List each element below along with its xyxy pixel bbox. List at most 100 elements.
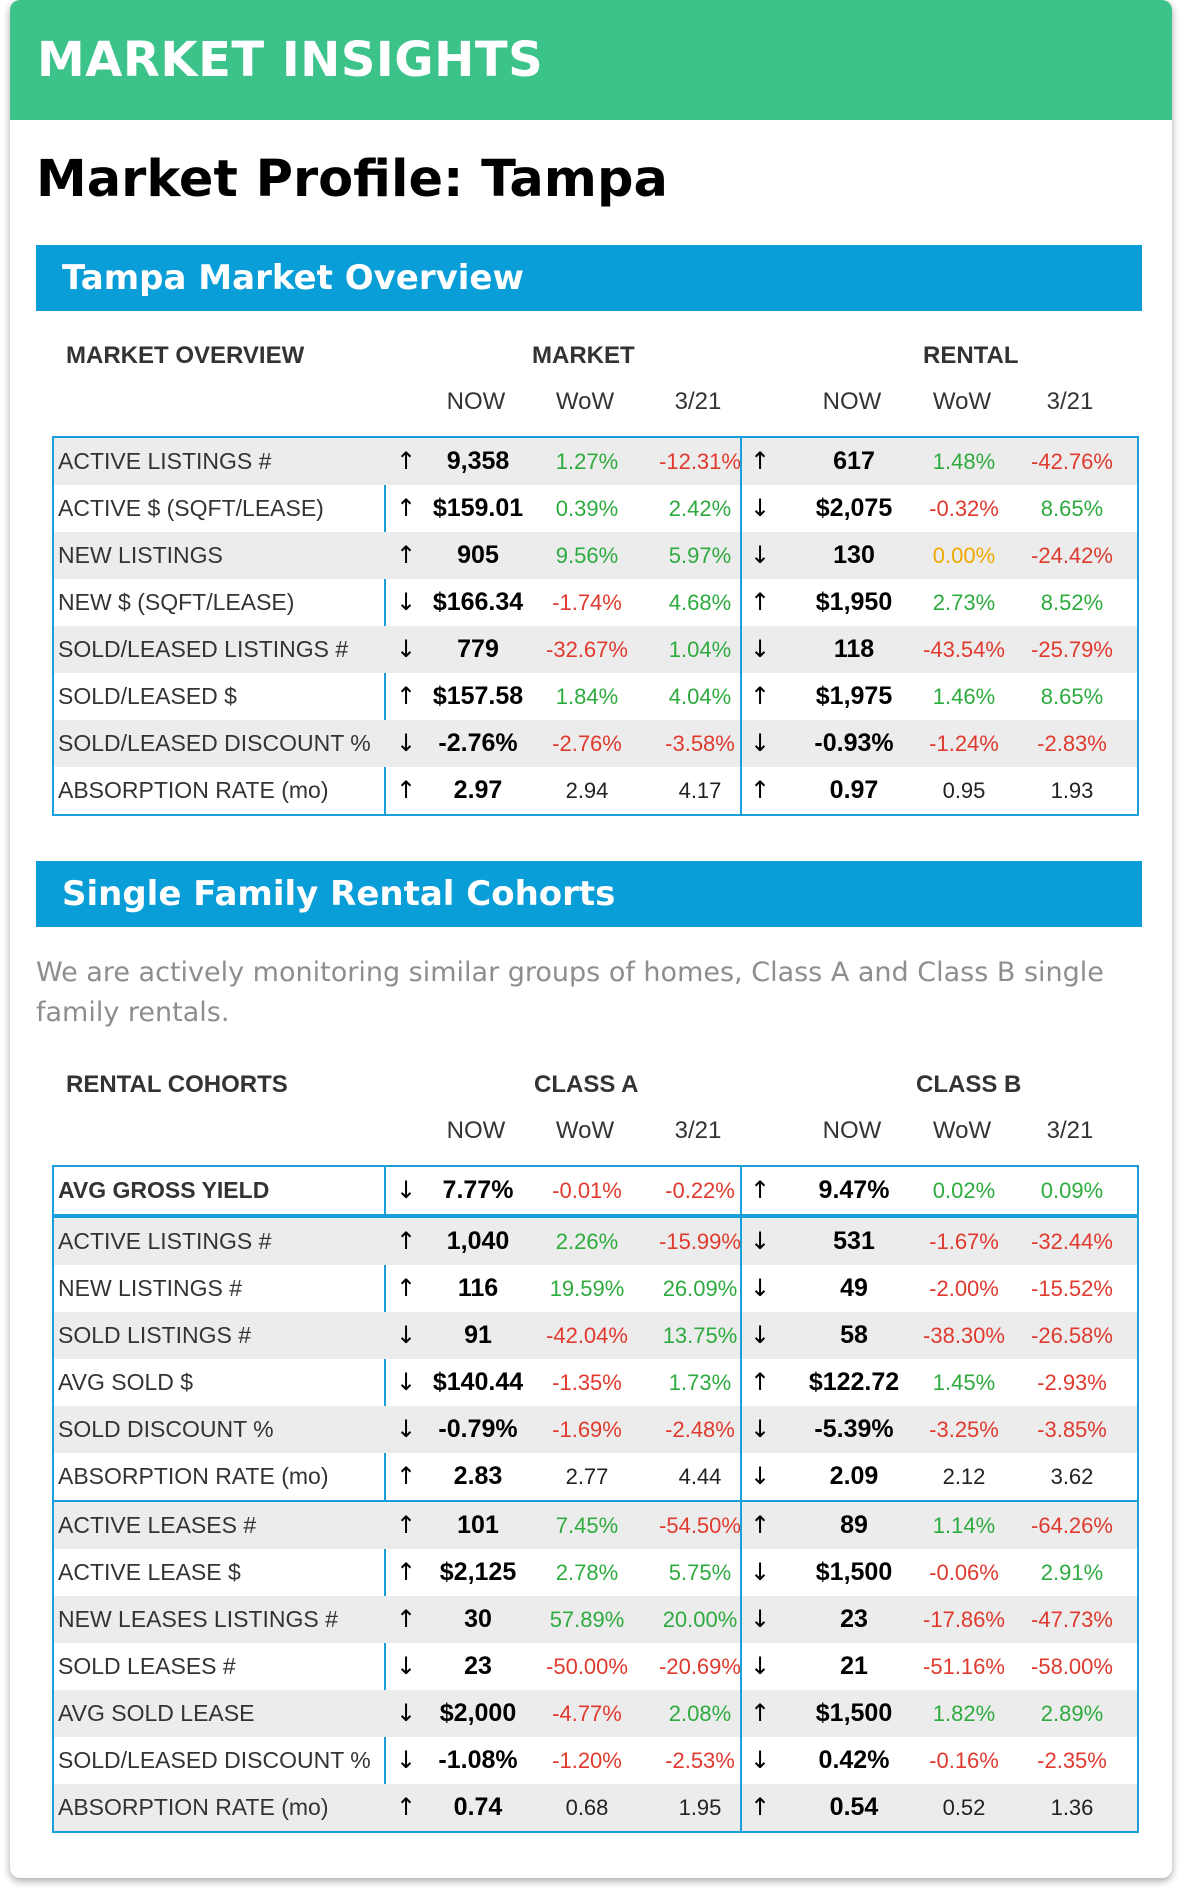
overview-rows-block: ACTIVE LISTINGS # ↑ 9,358 1.27% -12.31% ↑ 617 1… [52, 436, 1139, 816]
a-wow-value: -0.01% [552, 1178, 622, 1203]
a-since-321-value: 4.17 [678, 778, 722, 803]
group-b-label: RENTAL [923, 342, 1019, 369]
b-now-value: $2,075 [815, 494, 893, 522]
col-321-a: 3/21 [674, 388, 722, 415]
b-now-value: $1,975 [815, 682, 893, 710]
row-label: AVG GROSS YIELD [58, 1177, 270, 1203]
b-since-321-value: -15.52% [1031, 1276, 1113, 1301]
b-since-321-value: 1.93 [1050, 778, 1094, 803]
a-now-value: 1,040 [446, 1227, 510, 1255]
b-wow-value: 1.46% [932, 684, 996, 709]
table-row: ABSORPTION RATE (mo) ↑ 0.74 0.68 1.95 ↑ 0.54 0.… [54, 1784, 1137, 1831]
table-row: SOLD/LEASED DISCOUNT % ↓ -1.08% -1.20% -2.53… [54, 1737, 1137, 1784]
page-title: Market Profile: Tampa [36, 150, 668, 209]
b-wow-value: -0.32% [929, 496, 999, 521]
b-now-value: -5.39% [814, 1415, 894, 1443]
a-now-value: 116 [457, 1274, 499, 1302]
b-wow-value: -3.25% [929, 1417, 999, 1442]
b-wow-value: -0.16% [929, 1748, 999, 1773]
a-wow-value: 1.84% [555, 684, 619, 709]
b-trend-arrow-icon: ↓ [749, 635, 771, 663]
a-trend-arrow-icon: ↑ [395, 682, 417, 710]
a-trend-arrow-icon: ↑ [395, 447, 417, 475]
a-since-321-value: 2.42% [668, 496, 732, 521]
col-321-b: 3/21 [1046, 388, 1094, 415]
a-since-321-value: 1.04% [668, 637, 732, 662]
b-wow-value: 2.12 [942, 1464, 986, 1489]
banner: MARKET INSIGHTS [10, 0, 1172, 120]
table-group-header: MARKET OVERVIEW MARKET RENTAL [52, 342, 1139, 388]
col-now-a: NOW [446, 388, 506, 415]
b-wow-value: -0.06% [929, 1560, 999, 1585]
b-wow-value: -2.00% [929, 1276, 999, 1301]
table-row: ABSORPTION RATE (mo) ↑ 2.83 2.77 4.44 ↓ 2.09 2.… [54, 1453, 1137, 1500]
row-label: ABSORPTION RATE (mo) [58, 1794, 329, 1820]
a-trend-arrow-icon: ↓ [395, 588, 417, 616]
table-row: NEW LEASES LISTINGS # ↑ 30 57.89% 20.00% ↓ 23 -… [54, 1596, 1137, 1643]
a-trend-arrow-icon: ↑ [395, 1558, 417, 1586]
b-trend-arrow-icon: ↓ [749, 729, 771, 757]
a-wow-value: -1.35% [552, 1370, 622, 1395]
a-trend-arrow-icon: ↓ [395, 729, 417, 757]
a-trend-arrow-icon: ↑ [395, 1793, 417, 1821]
b-since-321-value: 3.62 [1050, 1464, 1094, 1489]
a-since-321-value: -54.50% [659, 1513, 741, 1538]
row-label: SOLD/LEASED LISTINGS # [58, 636, 349, 662]
a-since-321-value: -15.99% [659, 1229, 741, 1254]
b-trend-arrow-icon: ↓ [749, 1415, 771, 1443]
lease-rows-block: ACTIVE LEASES # ↑ 101 7.45% -54.50% ↑ 89 1.14% -… [52, 1502, 1139, 1833]
b-trend-arrow-icon: ↓ [749, 494, 771, 522]
a-trend-arrow-icon: ↑ [395, 494, 417, 522]
a-since-321-value: -0.22% [665, 1178, 735, 1203]
col-now-b: NOW [822, 1117, 882, 1144]
b-since-321-value: 8.65% [1040, 496, 1104, 521]
a-wow-value: -4.77% [552, 1701, 622, 1726]
b-now-value: 118 [833, 635, 875, 663]
cohorts-section-header: Single Family Rental Cohorts [36, 861, 1142, 927]
row-label: NEW $ (SQFT/LEASE) [58, 589, 295, 615]
b-trend-arrow-icon: ↓ [749, 1605, 771, 1633]
b-now-value: 0.54 [829, 1793, 879, 1821]
b-now-value: $1,500 [815, 1558, 893, 1586]
b-wow-value: 0.02% [932, 1178, 996, 1203]
row-label: ACTIVE LEASES # [58, 1512, 257, 1538]
a-wow-value: -32.67% [546, 637, 628, 662]
b-now-value: 9.47% [818, 1176, 890, 1204]
b-wow-value: 1.14% [932, 1513, 996, 1538]
a-since-321-value: 13.75% [662, 1323, 738, 1348]
b-now-value: $122.72 [808, 1368, 900, 1396]
b-now-value: 0.97 [829, 776, 879, 804]
table-row: NEW LISTINGS ↑ 905 9.56% 5.97% ↓ 130 0.00% -24.4… [54, 532, 1137, 579]
row-label: AVG SOLD $ [58, 1369, 194, 1395]
group-b-label: CLASS B [916, 1071, 1022, 1098]
row-label: ABSORPTION RATE (mo) [58, 777, 329, 803]
b-since-321-value: -32.44% [1031, 1229, 1113, 1254]
a-now-value: $157.58 [432, 682, 524, 710]
table-row: SOLD/LEASED DISCOUNT % ↓ -2.76% -2.76% -3.58… [54, 720, 1137, 767]
sales-rows-block: ACTIVE LISTINGS # ↑ 1,040 2.26% -15.99% ↓ 531 -… [52, 1216, 1139, 1502]
b-trend-arrow-icon: ↑ [749, 1176, 771, 1204]
market-overview-table: MARKET OVERVIEW MARKET RENTAL NOW WoW 3/… [52, 342, 1139, 816]
b-now-value: -0.93% [814, 729, 894, 757]
b-wow-value: -43.54% [923, 637, 1005, 662]
b-trend-arrow-icon: ↓ [749, 1227, 771, 1255]
table-column-header: NOW WoW 3/21 NOW WoW 3/21 [52, 1117, 1139, 1165]
row-label: ACTIVE LISTINGS # [58, 448, 272, 474]
b-now-value: 58 [840, 1321, 868, 1349]
b-trend-arrow-icon: ↓ [749, 541, 771, 569]
a-now-value: $140.44 [432, 1368, 524, 1396]
b-wow-value: 2.73% [932, 590, 996, 615]
a-since-321-value: -20.69% [659, 1654, 741, 1679]
b-trend-arrow-icon: ↑ [749, 682, 771, 710]
b-now-value: 531 [833, 1227, 875, 1255]
b-trend-arrow-icon: ↓ [749, 1652, 771, 1680]
a-now-value: 30 [464, 1605, 492, 1633]
b-since-321-value: 8.52% [1040, 590, 1104, 615]
table-label: RENTAL COHORTS [66, 1071, 288, 1098]
col-wow-b: WoW [932, 388, 992, 415]
row-label: ACTIVE $ (SQFT/LEASE) [58, 495, 324, 521]
a-wow-value: 1.27% [555, 449, 619, 474]
table-row: ACTIVE LEASE $ ↑ $2,125 2.78% 5.75% ↓ $1,500 -0… [54, 1549, 1137, 1596]
b-since-321-value: 2.91% [1040, 1560, 1104, 1585]
a-since-321-value: 4.04% [668, 684, 732, 709]
